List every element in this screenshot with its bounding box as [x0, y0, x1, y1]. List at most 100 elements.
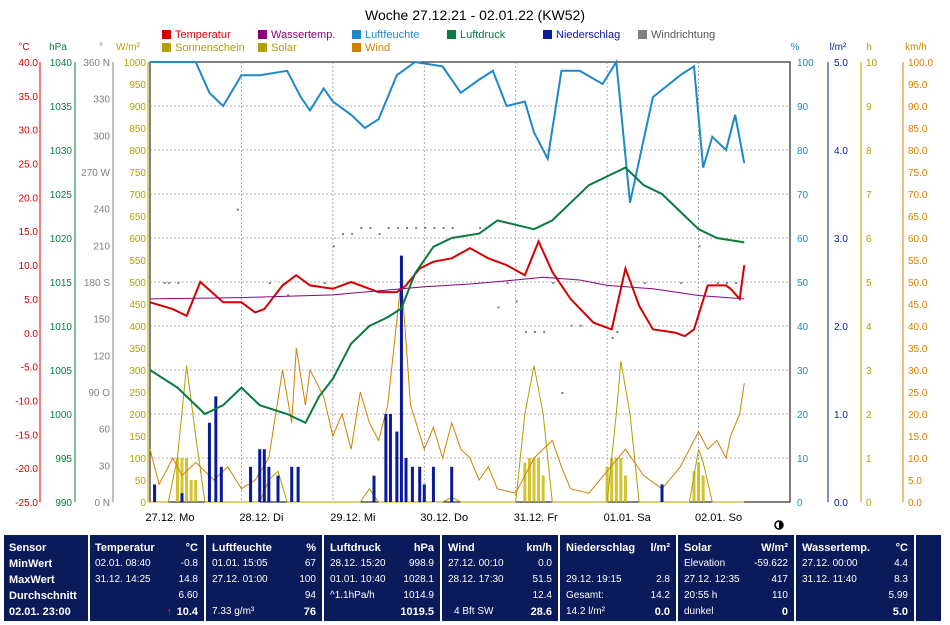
hum-tick: 60	[797, 234, 809, 245]
x-day-label: 01.01. Sa	[604, 512, 652, 524]
wind-direction-dot	[360, 227, 363, 229]
wind-direction-dot	[351, 233, 354, 236]
wind-tick: 45.0	[908, 300, 928, 311]
precipitation-bar	[219, 466, 223, 502]
wind-direction-dot	[424, 227, 427, 229]
temp-tick: 10.0	[19, 261, 39, 272]
legend-swatch	[258, 43, 267, 52]
press-max-time: 01.01. 10:40	[330, 574, 386, 585]
precipitation-bar	[207, 422, 211, 502]
press-tick: 1025	[50, 190, 73, 201]
press-now: 1019.5	[400, 606, 434, 618]
wind-direction-dot	[387, 227, 390, 229]
x-day-label: 30.12. Do	[420, 512, 468, 524]
sunshine-bar	[185, 458, 189, 502]
legend-swatch	[352, 30, 361, 39]
solar-state: dunkel	[684, 606, 714, 617]
rain-max: 2.8	[656, 574, 670, 585]
legend-swatch	[162, 30, 171, 39]
temp-min-time: 02.01. 08:40	[95, 558, 151, 569]
hum-tick: 20	[797, 410, 809, 421]
solar-tick: 850	[129, 124, 146, 135]
wind-tick: 80.0	[908, 146, 928, 157]
wind-tick: 10.0	[908, 454, 928, 465]
solar-tick: 350	[129, 344, 146, 355]
wind-direction-dot	[177, 282, 180, 284]
hum-tick: 80	[797, 146, 809, 157]
hum-min: 67	[304, 558, 316, 569]
temp-max-time: 31.12. 14:25	[95, 574, 151, 585]
wind-direction-dot	[716, 282, 719, 284]
sunshine-bar	[175, 458, 179, 502]
precipitation-bar	[180, 493, 184, 502]
wind-tick: 65.0	[908, 212, 928, 223]
temp-unit-label: °C	[185, 542, 198, 554]
wind-direction-dot	[524, 330, 527, 333]
legend-swatch	[162, 43, 171, 52]
precipitation-bar	[296, 466, 300, 502]
precipitation-bar	[214, 396, 218, 502]
x-day-label: 02.01. So	[695, 512, 742, 524]
hum-tick: 90	[797, 102, 809, 113]
wind-direction-dot	[396, 227, 399, 229]
dir-tick: 120	[93, 351, 110, 362]
sunshine-bar	[697, 462, 701, 502]
wind-tick: 60.0	[908, 234, 928, 245]
solar-tick: 50	[135, 476, 147, 487]
temp-tick: 15.0	[19, 227, 39, 238]
press-tick: 1000	[50, 410, 73, 421]
dir-tick: 150	[93, 315, 110, 326]
hum-max: 100	[299, 574, 316, 585]
precipitation-bar	[290, 466, 294, 502]
solar-tick: 0	[140, 498, 146, 509]
x-axis-labels: 27.12. Mo 28.12. Di 29.12. Mi 30.12. Do 31.1…	[146, 512, 743, 524]
sunshine-bar	[194, 480, 198, 502]
hum-tick: 40	[797, 322, 809, 333]
precipitation-bar	[249, 466, 253, 502]
solar-elevation: -59.622	[754, 558, 788, 569]
sunshine-bar	[701, 475, 705, 502]
rain-tick: 4.0	[834, 146, 848, 157]
wind-direction-dot	[534, 330, 536, 333]
panel-humidity: Luftfeuchte% 01.01. 15:05 67 27.12. 01:00…	[205, 534, 323, 622]
now-marker-half	[779, 521, 783, 529]
wind-tick: 55.0	[908, 256, 928, 267]
wind-tick: 0.0	[908, 498, 922, 509]
legend-swatch	[352, 43, 361, 52]
press-avg: 1014.9	[403, 590, 434, 601]
wind-direction-dot	[451, 227, 454, 229]
precipitation-bar	[418, 466, 422, 502]
precipitation-bar	[262, 449, 266, 502]
hum-tick: 10	[797, 454, 809, 465]
wind-now: 28.6	[530, 606, 552, 618]
wind-tick: 20.0	[908, 410, 928, 421]
precipitation-bar	[388, 414, 392, 502]
precipitation-bar	[372, 475, 376, 502]
solar-max-time: 27.12. 12:35	[684, 574, 740, 585]
panel-pressure: Luftdruck hPa 28.12. 15:20 998.9 01.01. 10…	[323, 534, 441, 622]
solar-tick: 250	[129, 388, 146, 399]
wind-direction-dot	[332, 245, 335, 248]
wind-direction-dot	[479, 227, 482, 229]
dir-tick: 0 N	[94, 498, 110, 509]
press-tick: 1035	[50, 102, 73, 113]
wind-direction-dot	[323, 282, 326, 284]
solar-max: 417	[771, 574, 788, 585]
precipitation-bar	[153, 484, 157, 502]
temp-tick: 0.0	[24, 329, 38, 340]
grid	[149, 61, 791, 503]
hum-avg: 94	[304, 590, 316, 601]
solar-tick: 300	[129, 366, 146, 377]
precipitation-bar	[450, 466, 454, 502]
rain-total: 14.2	[650, 590, 670, 601]
rain-max-time: 29.12. 19:15	[566, 574, 622, 585]
wind-tick: 15.0	[908, 432, 928, 443]
temp-tick: 5.0	[24, 295, 38, 306]
rain-tick: 0.0	[834, 498, 848, 509]
water-max: 8.3	[894, 574, 908, 585]
legend-label: Luftdruck	[460, 29, 506, 41]
x-day-label: 29.12. Mi	[330, 512, 375, 524]
precipitation-bar	[276, 475, 280, 502]
hum-min-time: 01.01. 15:05	[212, 558, 268, 569]
solar-tick: 900	[129, 102, 146, 113]
